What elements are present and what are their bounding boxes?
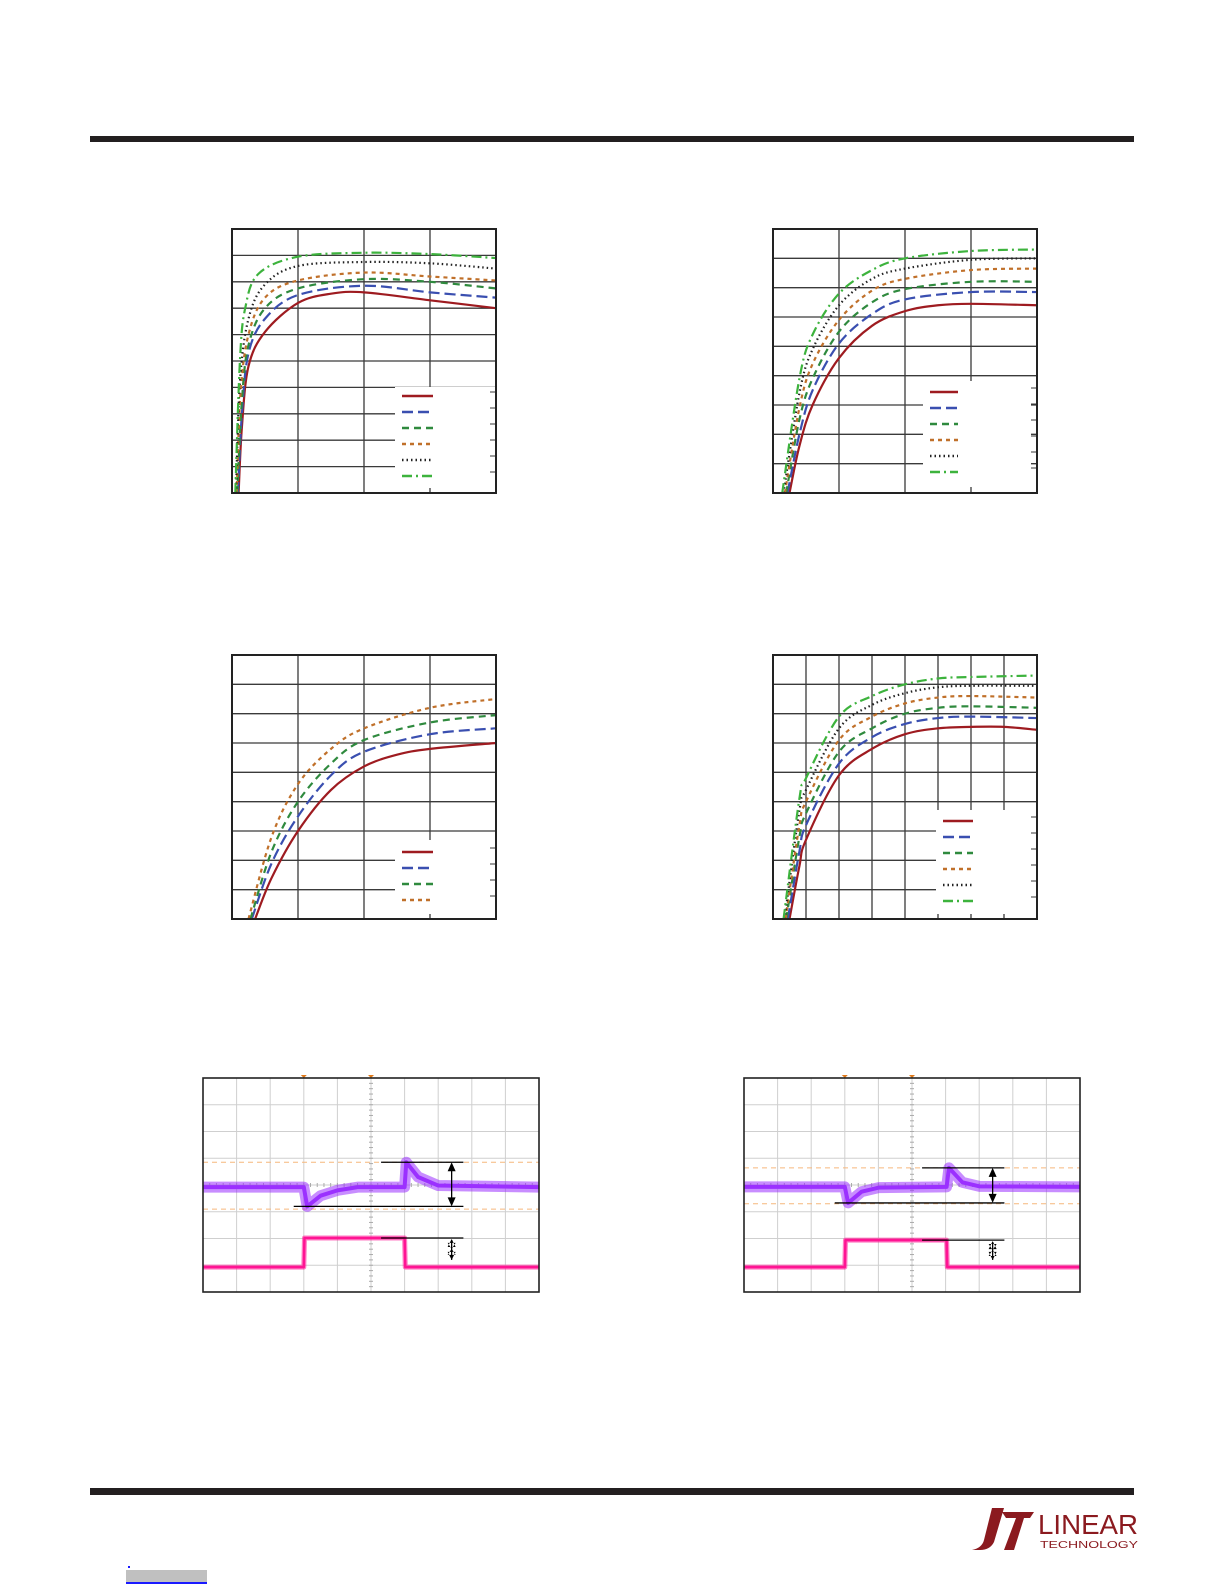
chart-3 xyxy=(231,654,497,920)
series-line xyxy=(782,674,1038,920)
series-line xyxy=(785,280,1038,494)
series-line xyxy=(788,302,1038,494)
chart-1 xyxy=(231,228,497,494)
lt-logo-mark-icon xyxy=(972,1508,1034,1550)
arrowhead-icon xyxy=(447,1162,456,1207)
plot-frame xyxy=(772,654,1038,920)
series-line xyxy=(236,277,497,494)
logo-line1: LINEAR xyxy=(1038,1509,1138,1540)
footer-rule xyxy=(90,1488,1134,1495)
series-line xyxy=(235,271,497,494)
legend-box xyxy=(395,387,496,488)
series-line xyxy=(788,725,1038,920)
series-line xyxy=(250,727,497,920)
arrowhead-icon xyxy=(447,1238,456,1260)
legend-box xyxy=(923,381,1031,487)
link-marker xyxy=(128,1566,130,1568)
series-line xyxy=(782,257,1038,494)
series-line xyxy=(786,715,1038,920)
series-line xyxy=(785,705,1038,920)
chart-2 xyxy=(772,228,1038,494)
series-line xyxy=(236,284,497,494)
series-line xyxy=(254,741,497,920)
chart-4 xyxy=(772,654,1038,920)
series-line xyxy=(234,260,497,494)
series-line xyxy=(786,290,1038,494)
plot-frame xyxy=(231,654,497,920)
series-line xyxy=(784,694,1038,920)
scope-trace xyxy=(744,1165,1081,1205)
plot-frame xyxy=(231,228,497,494)
scope-capture-1 xyxy=(202,1075,540,1293)
linear-technology-logo: LINEAR TECHNOLOGY xyxy=(972,1508,1138,1551)
page-link[interactable] xyxy=(126,1570,207,1584)
plot-frame xyxy=(772,228,1038,494)
arrowhead-icon xyxy=(988,1167,997,1203)
legend-box xyxy=(936,810,1037,914)
scope-trace xyxy=(203,1160,540,1209)
header-rule xyxy=(90,136,1134,142)
plot-frame xyxy=(743,1077,1081,1293)
logo-line2: TECHNOLOGY xyxy=(1040,1540,1138,1551)
scope-trace xyxy=(203,1236,539,1269)
scope-trace xyxy=(744,1238,1080,1269)
scope-capture-2 xyxy=(743,1075,1081,1293)
plot-frame xyxy=(202,1077,540,1293)
arrowhead-icon xyxy=(988,1241,997,1260)
series-line xyxy=(781,248,1038,494)
series-line xyxy=(247,697,497,920)
